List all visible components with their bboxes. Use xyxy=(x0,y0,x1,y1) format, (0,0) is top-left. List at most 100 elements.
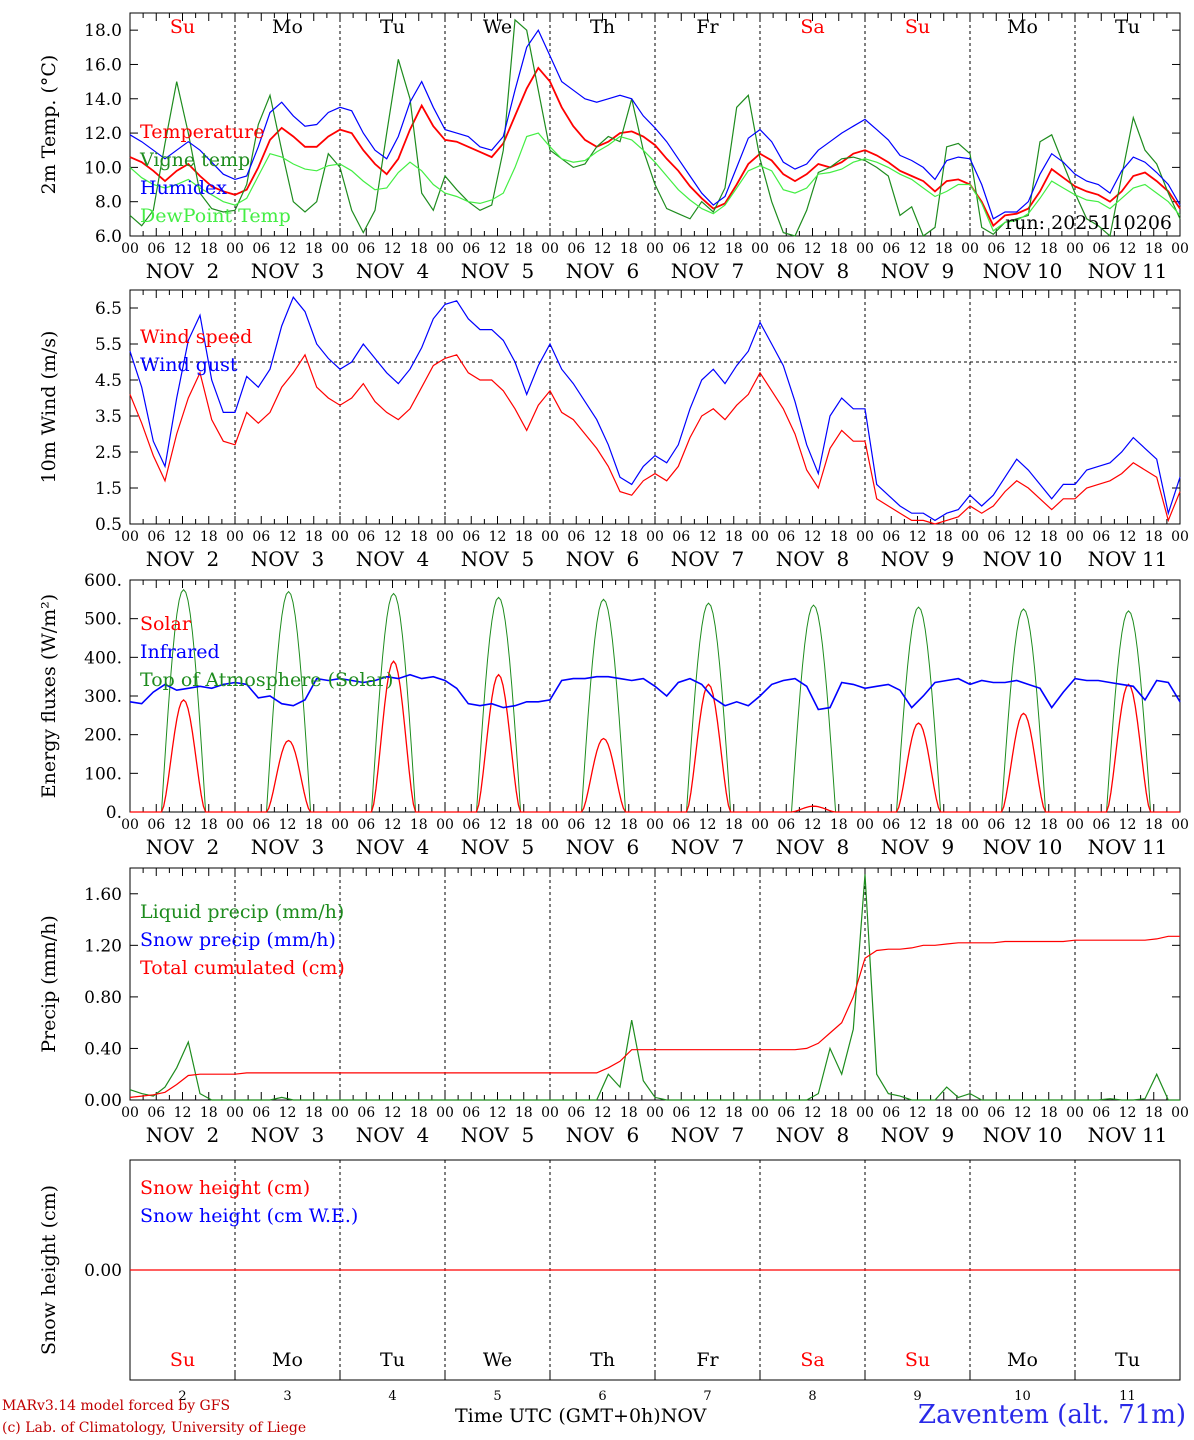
date-label: NOV 7 xyxy=(671,547,744,571)
hour-tick-label: 06 xyxy=(777,529,795,545)
date-label: NOV 6 xyxy=(566,835,639,859)
hour-tick-label: 12 xyxy=(699,241,717,257)
date-label: NOV 2 xyxy=(146,547,219,571)
station-name: Zaventem (alt. 71m) xyxy=(918,1400,1186,1430)
y-tick-label: 1.20 xyxy=(84,936,122,956)
date-label: NOV 8 xyxy=(776,835,849,859)
hour-tick-label: 12 xyxy=(909,817,927,833)
legend-entry: Solar xyxy=(140,613,192,635)
x-axis-month: NOV xyxy=(660,1405,707,1427)
hour-tick-label: 18 xyxy=(725,529,743,545)
hour-tick-label: 12 xyxy=(1119,241,1137,257)
day-name-label: Sa xyxy=(800,1349,824,1371)
hour-tick-label: 18 xyxy=(410,1105,428,1121)
day-name-label: Mo xyxy=(1007,16,1038,38)
legend-entry: Snow height (cm) xyxy=(140,1177,310,1199)
hour-tick-label: 00 xyxy=(331,529,349,545)
hour-tick-label: 06 xyxy=(777,817,795,833)
day-name-label: Su xyxy=(905,16,930,38)
hour-tick-label: 06 xyxy=(987,1105,1005,1121)
hour-tick-label: 06 xyxy=(882,529,900,545)
hour-tick-label: 12 xyxy=(594,529,612,545)
hour-tick-label: 12 xyxy=(279,241,297,257)
hour-tick-label: 12 xyxy=(489,1105,507,1121)
hour-tick-label: 00 xyxy=(961,817,979,833)
hour-tick-label: 18 xyxy=(1040,241,1058,257)
y-axis-label: 2m Temp. (°C) xyxy=(38,55,60,195)
hour-tick-label: 18 xyxy=(410,529,428,545)
hour-tick-label: 00 xyxy=(541,241,559,257)
y-tick-label: 1.60 xyxy=(84,885,122,905)
date-label: NOV 9 xyxy=(881,1123,954,1147)
hour-tick-label: 18 xyxy=(830,1105,848,1121)
hour-tick-label: 12 xyxy=(279,817,297,833)
day-number-label: 7 xyxy=(703,1389,711,1404)
date-label: NOV 6 xyxy=(566,547,639,571)
day-number-label: 10 xyxy=(1014,1389,1031,1404)
date-label: NOV 2 xyxy=(146,259,219,283)
hour-tick-label: 12 xyxy=(699,1105,717,1121)
hour-tick-label: 00 xyxy=(646,817,664,833)
date-label: NOV 5 xyxy=(461,1123,534,1147)
hour-tick-label: 06 xyxy=(672,529,690,545)
series-line-infrared xyxy=(129,673,1181,711)
day-number-label: 2 xyxy=(178,1389,186,1404)
y-tick-label: 600. xyxy=(84,571,122,591)
y-tick-label: 0.00 xyxy=(84,1091,122,1111)
legend-entry: Top of Atmosphere (Solar) xyxy=(140,669,393,691)
hour-tick-label: 18 xyxy=(935,817,953,833)
hour-tick-label: 12 xyxy=(594,817,612,833)
hour-tick-label: 06 xyxy=(462,817,480,833)
hour-tick-label: 00 xyxy=(1066,241,1084,257)
day-name-label: Fr xyxy=(696,16,719,38)
hour-tick-label: 00 xyxy=(751,1105,769,1121)
hour-tick-label: 18 xyxy=(935,529,953,545)
hour-tick-label: 12 xyxy=(804,817,822,833)
date-label: NOV 3 xyxy=(251,547,324,571)
panel-frame xyxy=(129,12,1181,237)
day-name-label: Fr xyxy=(696,1349,719,1371)
hour-tick-label: 18 xyxy=(1040,817,1058,833)
y-tick-label: 0.5 xyxy=(95,515,122,535)
hour-tick-label: 00 xyxy=(436,241,454,257)
date-label: NOV 6 xyxy=(566,1123,639,1147)
hour-tick-label: 06 xyxy=(567,529,585,545)
hour-tick-label: 06 xyxy=(462,529,480,545)
hour-tick-label: 12 xyxy=(174,241,192,257)
y-tick-label: 8.0 xyxy=(95,193,122,213)
y-tick-label: 0.80 xyxy=(84,988,122,1008)
hour-tick-label: 06 xyxy=(357,529,375,545)
y-axis-label: Snow height (cm) xyxy=(38,1185,60,1355)
hour-tick-label: 06 xyxy=(357,241,375,257)
y-tick-label: 0. xyxy=(106,803,122,823)
hour-tick-label: 06 xyxy=(882,817,900,833)
date-label: NOV 10 xyxy=(983,259,1063,283)
hour-tick-label: 06 xyxy=(252,1105,270,1121)
hour-tick-label: 12 xyxy=(489,817,507,833)
day-name-label: Mo xyxy=(272,16,303,38)
hour-tick-label: 12 xyxy=(384,241,402,257)
hour-tick-label: 18 xyxy=(515,817,533,833)
hour-tick-label: 12 xyxy=(699,817,717,833)
hour-tick-label: 18 xyxy=(1040,1105,1058,1121)
y-axis-label: Precip (mm/h) xyxy=(38,915,60,1053)
hour-tick-label: 00 xyxy=(331,241,349,257)
hour-tick-label: 06 xyxy=(1092,529,1110,545)
date-label: NOV 8 xyxy=(776,259,849,283)
y-tick-label: 10.0 xyxy=(84,158,122,178)
legend-entry: Snow precip (mm/h) xyxy=(140,929,336,951)
hour-tick-label: 12 xyxy=(804,241,822,257)
hour-tick-label: 06 xyxy=(987,529,1005,545)
date-label: NOV 7 xyxy=(671,835,744,859)
hour-tick-label: 00 xyxy=(856,1105,874,1121)
hour-tick-label: 18 xyxy=(515,529,533,545)
legend-entry: Liquid precip (mm/h) xyxy=(140,901,344,923)
legend-entry: Total cumulated (cm) xyxy=(140,957,345,979)
hour-tick-label: 06 xyxy=(357,1105,375,1121)
hour-tick-label: 18 xyxy=(305,1105,323,1121)
hour-tick-label: 18 xyxy=(935,241,953,257)
hour-tick-label: 18 xyxy=(305,817,323,833)
hour-tick-label: 12 xyxy=(909,529,927,545)
hour-tick-label: 06 xyxy=(987,817,1005,833)
date-label: NOV 2 xyxy=(146,1123,219,1147)
